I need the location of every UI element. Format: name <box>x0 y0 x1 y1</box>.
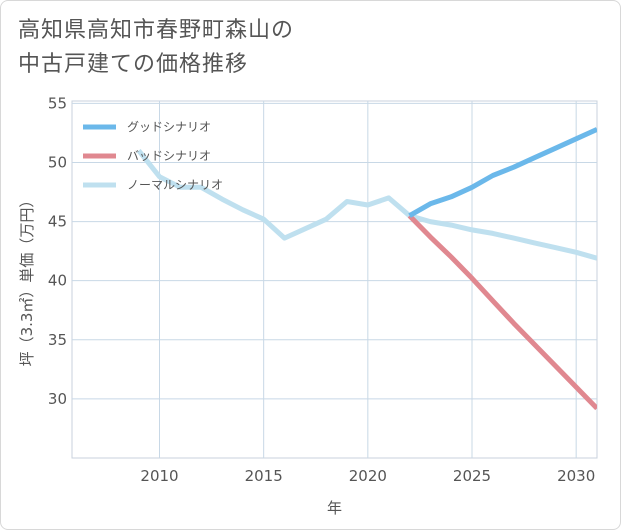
y-axis-label: 坪（3.3㎡）単価（万円） <box>18 193 36 367</box>
chart-grid <box>71 100 598 459</box>
x-tick-label: 2030 <box>557 467 595 485</box>
y-tick-label: 35 <box>48 331 67 349</box>
chart-title-line1: 高知県高知市春野町森山の <box>18 18 295 43</box>
series-line-2 <box>136 149 597 261</box>
chart-title-line2: 中古戸建ての価格推移 <box>18 52 249 77</box>
x-axis-label: 年 <box>327 499 342 517</box>
chart-series <box>136 127 597 411</box>
y-tick-label: 50 <box>48 153 67 171</box>
y-tick-label: 30 <box>48 390 67 408</box>
x-tick-label: 2015 <box>245 467 283 485</box>
x-tick-label: 2010 <box>140 467 178 485</box>
legend-label: ノーマルシナリオ <box>127 178 223 192</box>
y-tick-label: 40 <box>48 272 67 290</box>
chart-title: 高知県高知市春野町森山の 中古戸建ての価格推移 <box>18 14 294 82</box>
y-tick-label: 55 <box>48 94 67 112</box>
y-tick-label: 45 <box>48 213 67 231</box>
x-tick-label: 2020 <box>349 467 387 485</box>
x-tick-label: 2025 <box>453 467 491 485</box>
plot-frame <box>71 100 598 459</box>
legend-label: バッドシナリオ <box>127 149 211 163</box>
series-line-0 <box>408 127 597 218</box>
legend-label: グッドシナリオ <box>127 120 211 134</box>
chart-axes: 2010 2015 2020 2025 2030 30 35 40 45 50 55 <box>48 94 595 485</box>
series-line-1 <box>407 213 597 411</box>
